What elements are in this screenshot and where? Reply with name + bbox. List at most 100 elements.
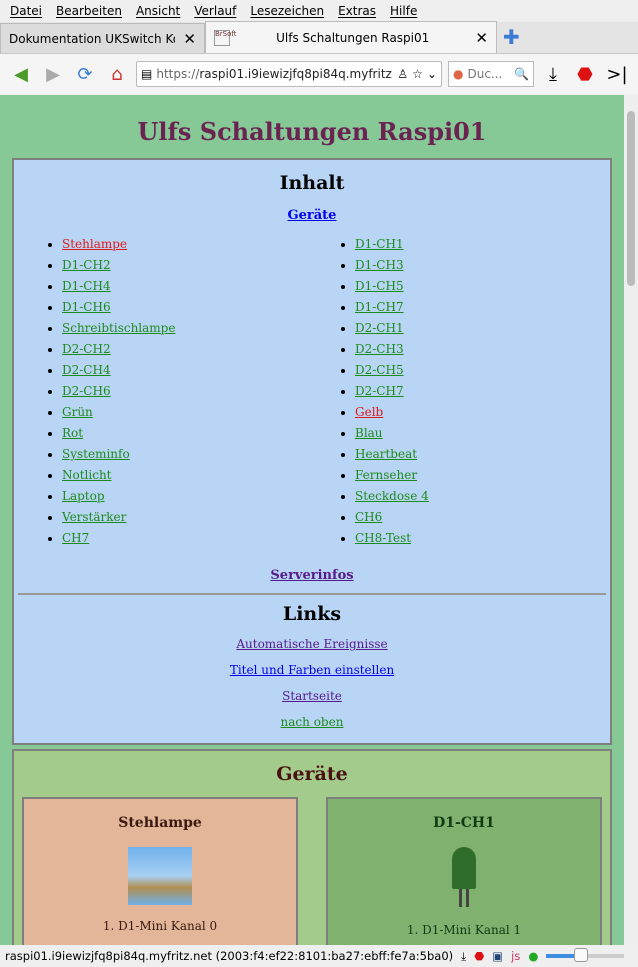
device-list-item: Laptop [62, 489, 307, 510]
device-list-item: Steckdose 4 [355, 489, 600, 510]
device-list-item: Gelb [355, 405, 600, 426]
menu-bar: Datei Bearbeiten Ansicht Verlauf Lesezei… [0, 0, 638, 22]
device-list-item: CH8-Test [355, 531, 600, 552]
device-link[interactable]: D2-CH4 [62, 363, 111, 377]
close-icon[interactable]: ✕ [183, 29, 196, 48]
tab-label: Ulfs Schaltungen Raspi01 [276, 30, 430, 45]
image-icon[interactable]: ▣ [492, 949, 504, 963]
card-caption: 1. D1-Mini Kanal 0 [102, 919, 218, 933]
download-icon[interactable]: ⤓ [549, 63, 557, 85]
device-link[interactable]: Verstärker [62, 510, 127, 524]
link-startseite[interactable]: Startseite [282, 689, 342, 703]
inhalt-heading: Inhalt [279, 172, 345, 194]
device-link[interactable]: D2-CH5 [355, 363, 404, 377]
scrollbar-thumb[interactable] [627, 111, 635, 286]
device-link[interactable]: Notlicht [62, 468, 112, 482]
device-link[interactable]: CH8-Test [355, 531, 412, 545]
device-link[interactable]: D1-CH6 [62, 300, 111, 314]
menu-hilfe[interactable]: Hilfe [390, 4, 418, 18]
status-green-icon[interactable]: ● [528, 949, 539, 963]
page-title: Ulfs Schaltungen Raspi01 [137, 117, 487, 146]
device-list-item: D2-CH1 [355, 321, 600, 342]
geraete-section: Geräte Stehlampe 1. D1-Mini Kanal 0 D1-C… [12, 749, 612, 945]
device-link[interactable]: D1-CH1 [355, 237, 404, 251]
device-list-item: Verstärker [62, 510, 307, 531]
device-link[interactable]: Stehlampe [62, 237, 128, 251]
tab-ulfs-schaltungen[interactable]: BrSoft Ulfs Schaltungen Raspi01 ✕ [205, 21, 497, 53]
device-card-d1-ch1[interactable]: D1-CH1 1. D1-Mini Kanal 1 [326, 797, 602, 945]
device-list-item: CH7 [62, 531, 307, 552]
menu-extras[interactable]: Extras [338, 4, 377, 18]
user-icon[interactable]: ♙ [397, 67, 409, 81]
device-list-item: Rot [62, 426, 307, 447]
device-list-item: D1-CH6 [62, 300, 307, 321]
device-link[interactable]: D2-CH6 [62, 384, 111, 398]
geraete-link[interactable]: Geräte [287, 208, 337, 223]
adblock-icon[interactable]: ⬣ [474, 949, 485, 963]
device-link[interactable]: D1-CH4 [62, 279, 111, 293]
device-list-item: D2-CH5 [355, 363, 600, 384]
device-link[interactable]: CH7 [62, 531, 90, 545]
device-link[interactable]: Gelb [355, 405, 384, 419]
device-link[interactable]: Blau [355, 426, 383, 440]
device-link[interactable]: Heartbeat [355, 447, 418, 461]
device-list-item: Notlicht [62, 468, 307, 489]
device-link[interactable]: D2-CH7 [355, 384, 404, 398]
duckduckgo-icon: ● [453, 67, 464, 81]
menu-datei[interactable]: Datei [10, 4, 43, 18]
device-link[interactable]: D2-CH1 [355, 321, 404, 335]
device-link[interactable]: D1-CH5 [355, 279, 404, 293]
menu-lesezeichen[interactable]: Lesezeichen [250, 4, 325, 18]
search-placeholder: Duc... [467, 67, 503, 81]
zoom-slider[interactable] [546, 948, 624, 962]
search-icon[interactable]: 🔍 [514, 67, 529, 81]
tab-dokumentation[interactable]: Dokumentation UKSwitch Komponenten ✕ [0, 23, 205, 53]
device-link[interactable]: D1-CH3 [355, 258, 404, 272]
device-link[interactable]: Fernseher [355, 468, 418, 482]
menu-verlauf[interactable]: Verlauf [194, 4, 237, 18]
device-card-stehlampe[interactable]: Stehlampe 1. D1-Mini Kanal 0 [22, 797, 298, 945]
device-link[interactable]: Schreibtischlampe [62, 321, 176, 335]
menu-bearbeiten[interactable]: Bearbeiten [56, 4, 122, 18]
device-list-item: D2-CH7 [355, 384, 600, 405]
link-automatische-ereignisse[interactable]: Automatische Ereignisse [236, 637, 388, 651]
card-caption: 1. D1-Mini Kanal 1 [406, 923, 522, 937]
lamp-image[interactable] [128, 847, 192, 905]
search-box[interactable]: ● Duc... 🔍 [448, 61, 534, 87]
url-bar[interactable]: ▤ https://raspi01.i9iewizjfq8pi84q.myfrit… [136, 61, 442, 87]
device-link[interactable]: D2-CH3 [355, 342, 404, 356]
device-list-item: Blau [355, 426, 600, 447]
device-link[interactable]: Laptop [62, 489, 105, 503]
scrollbar[interactable] [624, 95, 638, 945]
menu-ansicht[interactable]: Ansicht [135, 4, 181, 18]
device-list-item: D2-CH3 [355, 342, 600, 363]
device-link[interactable]: Rot [62, 426, 84, 440]
back-icon[interactable]: ◀ [14, 63, 28, 85]
device-link[interactable]: Grün [62, 405, 93, 419]
device-link[interactable]: D2-CH2 [62, 342, 111, 356]
adblock-icon[interactable]: ⬣ [577, 63, 593, 85]
device-link[interactable]: Steckdose 4 [355, 489, 429, 503]
chevron-down-icon[interactable]: ⌄ [426, 67, 437, 81]
status-bar: raspi01.i9iewizjfq8pi84q.myfritz.net (20… [0, 945, 638, 967]
reload-icon[interactable]: ⟳ [77, 63, 93, 85]
close-icon[interactable]: ✕ [475, 28, 488, 47]
sidebar-toggle-icon[interactable]: >| [606, 63, 628, 85]
forward-icon[interactable]: ▶ [46, 63, 60, 85]
links-heading: Links [282, 603, 342, 625]
serverinfos-link[interactable]: Serverinfos [270, 568, 354, 583]
javascript-icon[interactable]: js [511, 949, 521, 963]
link-nach-oben[interactable]: nach oben [280, 715, 344, 729]
led-icon[interactable] [449, 847, 479, 909]
device-list-item: Fernseher [355, 468, 600, 489]
device-link[interactable]: D1-CH7 [355, 300, 404, 314]
new-tab-icon[interactable]: ✚ [503, 25, 520, 49]
device-link[interactable]: D1-CH2 [62, 258, 111, 272]
star-icon[interactable]: ☆ [412, 67, 423, 81]
link-titel-farben[interactable]: Titel und Farben einstellen [229, 663, 395, 677]
device-list-left: Stehlampe D1-CH2 D1-CH4 D1-CH6 Schreibtischl… [14, 237, 307, 552]
device-link[interactable]: CH6 [355, 510, 383, 524]
download-icon[interactable]: ⤓ [461, 948, 467, 963]
device-link[interactable]: Systeminfo [62, 447, 130, 461]
home-icon[interactable]: ⌂ [111, 63, 123, 85]
